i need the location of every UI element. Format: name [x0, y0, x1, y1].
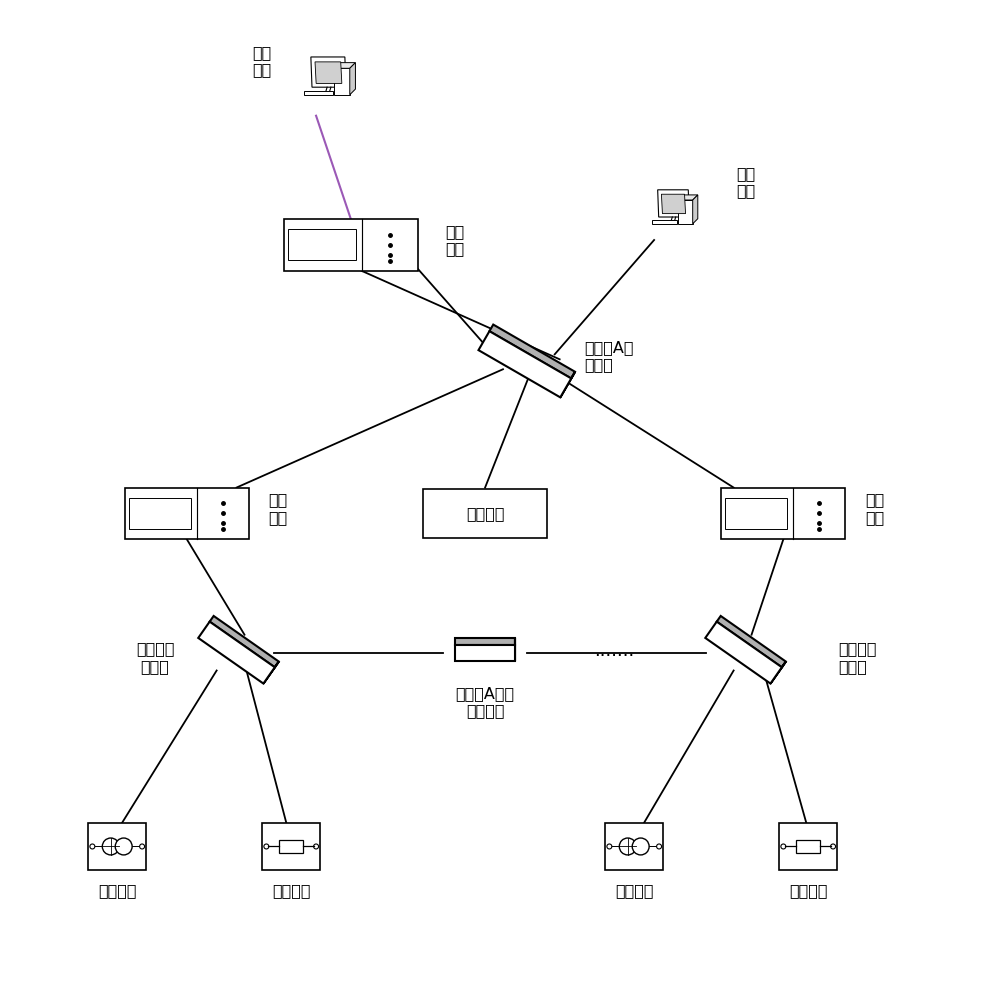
Circle shape	[314, 844, 319, 849]
Polygon shape	[455, 638, 515, 645]
Text: 监控
系统: 监控 系统	[737, 166, 756, 198]
Circle shape	[607, 844, 612, 849]
Polygon shape	[478, 331, 571, 398]
Text: 过程层A网中
心交换机: 过程层A网中 心交换机	[456, 686, 515, 719]
Circle shape	[264, 844, 269, 849]
Circle shape	[102, 838, 119, 855]
Circle shape	[140, 844, 145, 849]
Polygon shape	[350, 63, 355, 95]
Circle shape	[90, 844, 95, 849]
Circle shape	[115, 838, 132, 855]
Circle shape	[632, 838, 649, 855]
Text: 线路间隔
交换机: 线路间隔 交换机	[136, 641, 174, 674]
Bar	[125, 488, 249, 539]
Text: 远动
装置: 远动 装置	[445, 223, 465, 256]
Text: 线路
测控: 线路 测控	[268, 493, 288, 524]
Text: 合并单元: 合并单元	[98, 882, 136, 897]
Polygon shape	[652, 220, 677, 223]
Polygon shape	[311, 57, 346, 87]
Polygon shape	[210, 616, 279, 667]
Bar	[725, 498, 787, 529]
Circle shape	[657, 844, 662, 849]
Polygon shape	[658, 189, 689, 217]
Text: 调度
主站: 调度 主站	[252, 45, 271, 77]
Bar	[88, 823, 146, 870]
Text: 监测装置: 监测装置	[466, 505, 504, 520]
Text: 智能终端: 智能终端	[272, 882, 310, 897]
Polygon shape	[489, 325, 575, 379]
Bar	[721, 488, 845, 539]
Polygon shape	[705, 622, 782, 684]
Polygon shape	[334, 69, 350, 95]
Polygon shape	[198, 622, 275, 684]
Bar	[423, 489, 547, 538]
Text: 站控层A网
交换机: 站控层A网 交换机	[585, 340, 634, 373]
Text: 智能终端: 智能终端	[789, 882, 827, 897]
Polygon shape	[334, 63, 355, 69]
Circle shape	[781, 844, 786, 849]
Polygon shape	[770, 662, 786, 684]
Bar	[129, 498, 191, 529]
Polygon shape	[717, 616, 786, 667]
Bar	[288, 229, 356, 260]
Polygon shape	[304, 91, 333, 95]
Polygon shape	[560, 372, 575, 398]
Polygon shape	[661, 194, 686, 213]
Circle shape	[619, 838, 636, 855]
Text: 合并单元: 合并单元	[615, 882, 653, 897]
Bar	[796, 839, 820, 853]
Polygon shape	[678, 194, 698, 200]
Bar	[779, 823, 837, 870]
Text: 母线间隔
交换机: 母线间隔 交换机	[838, 641, 877, 674]
Bar	[605, 823, 663, 870]
Text: .......: .......	[594, 642, 634, 660]
Text: 母线
测控: 母线 测控	[865, 493, 884, 524]
Bar	[284, 219, 418, 271]
Polygon shape	[678, 200, 693, 223]
Polygon shape	[455, 645, 515, 661]
Bar	[279, 839, 303, 853]
Polygon shape	[693, 194, 698, 223]
Polygon shape	[263, 662, 279, 684]
Bar	[262, 823, 320, 870]
Circle shape	[831, 844, 836, 849]
Polygon shape	[315, 62, 342, 84]
